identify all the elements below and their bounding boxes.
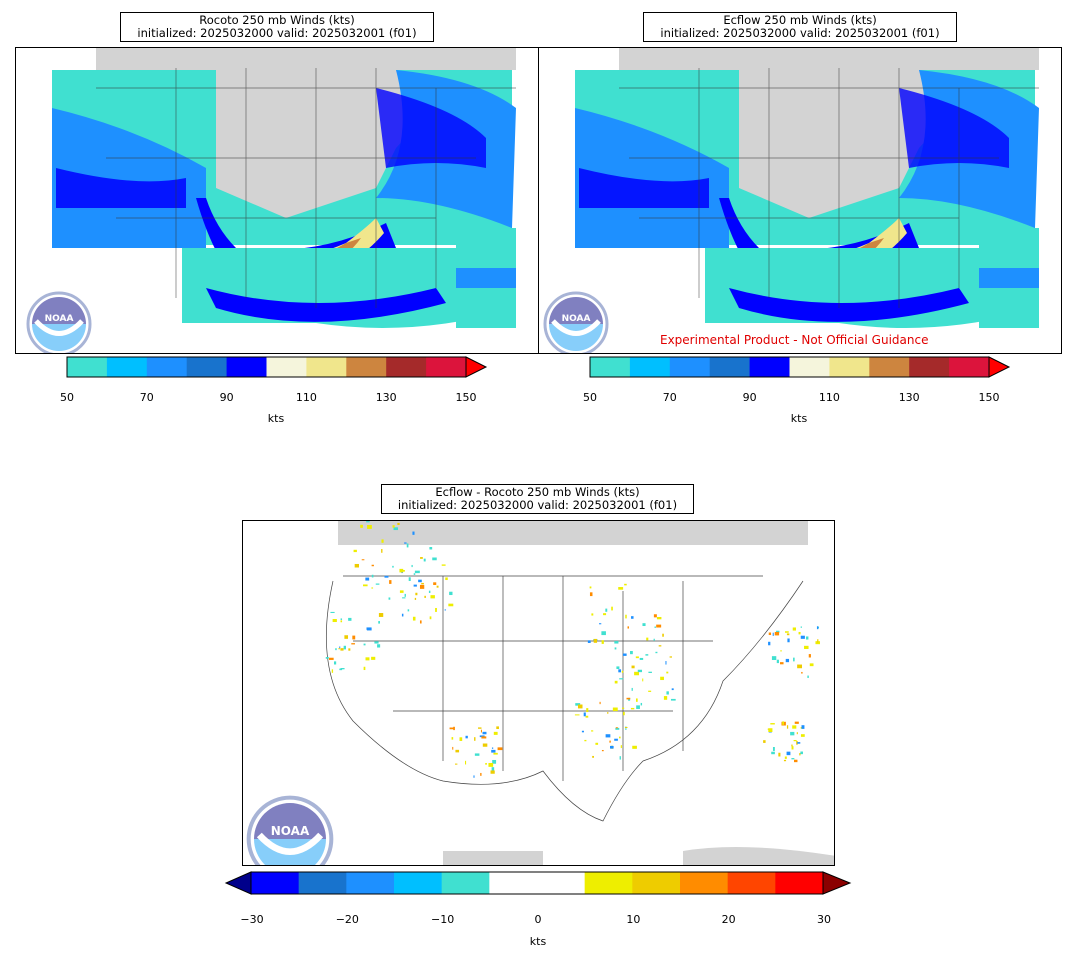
- rocoto-title-line2: initialized: 2025032000 valid: 202503200…: [137, 26, 417, 40]
- ecflow-colorbar-cell: [590, 357, 631, 377]
- diff-colorbar-tick-label: 0: [534, 913, 542, 926]
- diff-colorbar-cell: [441, 872, 490, 894]
- ecflow-colorbar-tick-label: 110: [818, 391, 840, 404]
- diff-colorbar-cell: [727, 872, 776, 894]
- diff-title-line1: Ecflow - Rocoto 250 mb Winds (kts): [435, 485, 640, 499]
- diff-colorbar-cell: [298, 872, 347, 894]
- diff-colorbar-tick-label: 20: [721, 913, 736, 926]
- rocoto-colorbar-tick-label: 130: [375, 391, 397, 404]
- rocoto-colorbar: [66, 356, 488, 378]
- rocoto-colorbar-tick-label: 110: [295, 391, 317, 404]
- ecflow-title-line2: initialized: 2025032000 valid: 202503200…: [660, 26, 940, 40]
- experimental-watermark: Experimental Product - Not Official Guid…: [657, 333, 932, 347]
- diff-panel-title: Ecflow - Rocoto 250 mb Winds (kts) initi…: [381, 484, 694, 514]
- ecflow-colorbar-cell: [869, 357, 910, 377]
- diff-colorbar-tick-label: −10: [431, 913, 455, 926]
- diff-colorbar-cell: [584, 872, 633, 894]
- ecflow-colorbar-tick-label: 50: [583, 391, 597, 404]
- ecflow-colorbar-tick-label: 150: [978, 391, 1000, 404]
- noaa-logo-icon: NOAA: [26, 291, 92, 353]
- diff-wind-map: NOAA: [242, 520, 835, 866]
- rocoto-colorbar-units: kts: [267, 412, 285, 425]
- rocoto-colorbar-cell: [426, 357, 467, 377]
- ecflow-colorbar-cell: [749, 357, 790, 377]
- diff-title-line2: initialized: 2025032000 valid: 202503200…: [397, 498, 678, 512]
- diff-colorbar-cell: [489, 872, 538, 894]
- ecflow-colorbar: [589, 356, 1011, 378]
- ecflow-colorbar-tick-label: 70: [662, 391, 677, 404]
- diff-colorbar: [224, 871, 852, 895]
- rocoto-title-line1: Rocoto 250 mb Winds (kts): [199, 13, 355, 27]
- rocoto-colorbar-tick-label: 150: [455, 391, 477, 404]
- rocoto-wind-map: NOAA: [15, 47, 539, 354]
- diff-colorbar-tick-label: −20: [335, 913, 359, 926]
- diff-colorbar-cell: [775, 872, 824, 894]
- diff-colorbar-cell: [394, 872, 443, 894]
- ecflow-colorbar-cell: [669, 357, 711, 377]
- diff-colorbar-cell: [537, 872, 586, 894]
- diff-colorbar-cell: [251, 872, 300, 894]
- rocoto-colorbar-tick-label: 50: [60, 391, 74, 404]
- diff-colorbar-tick-label: 10: [626, 913, 641, 926]
- noaa-logo-icon: NOAA: [246, 795, 334, 865]
- diff-colorbar-units: kts: [529, 935, 547, 948]
- rocoto-colorbar-cell: [346, 357, 387, 377]
- ecflow-colorbar-tick-label: 90: [742, 391, 757, 404]
- ecflow-wind-map: NOAA Experimental Product - Not Official…: [538, 47, 1062, 354]
- svg-text:NOAA: NOAA: [45, 314, 74, 324]
- diff-colorbar-tick-label: −30: [240, 913, 264, 926]
- rocoto-colorbar-cell: [306, 357, 347, 377]
- svg-text:NOAA: NOAA: [271, 824, 310, 838]
- ecflow-colorbar-units: kts: [790, 412, 808, 425]
- rocoto-panel-title: Rocoto 250 mb Winds (kts) initialized: 2…: [120, 12, 434, 42]
- diff-colorbar-tick-label: 30: [817, 913, 831, 926]
- rocoto-colorbar-cell: [106, 357, 148, 377]
- rocoto-colorbar-cell: [226, 357, 267, 377]
- rocoto-colorbar-cell: [386, 357, 427, 377]
- rocoto-colorbar-cell: [266, 357, 307, 377]
- diff-colorbar-cell: [680, 872, 729, 894]
- ecflow-panel-title: Ecflow 250 mb Winds (kts) initialized: 2…: [643, 12, 957, 42]
- rocoto-colorbar-cell: [67, 357, 108, 377]
- svg-text:NOAA: NOAA: [562, 314, 591, 324]
- rocoto-colorbar-cell: [146, 357, 188, 377]
- ecflow-colorbar-cell: [789, 357, 830, 377]
- ecflow-colorbar-cell: [949, 357, 990, 377]
- diff-colorbar-cell: [346, 872, 395, 894]
- rocoto-colorbar-cell: [186, 357, 228, 377]
- noaa-logo-icon: NOAA: [543, 291, 609, 353]
- ecflow-colorbar-tick-label: 130: [898, 391, 920, 404]
- ecflow-colorbar-cell: [829, 357, 870, 377]
- ecflow-colorbar-cell: [709, 357, 751, 377]
- diff-colorbar-cell: [632, 872, 681, 894]
- rocoto-colorbar-tick-label: 90: [219, 391, 234, 404]
- ecflow-colorbar-cell: [629, 357, 671, 377]
- rocoto-colorbar-tick-label: 70: [139, 391, 154, 404]
- ecflow-title-line1: Ecflow 250 mb Winds (kts): [723, 13, 877, 27]
- ecflow-colorbar-cell: [909, 357, 950, 377]
